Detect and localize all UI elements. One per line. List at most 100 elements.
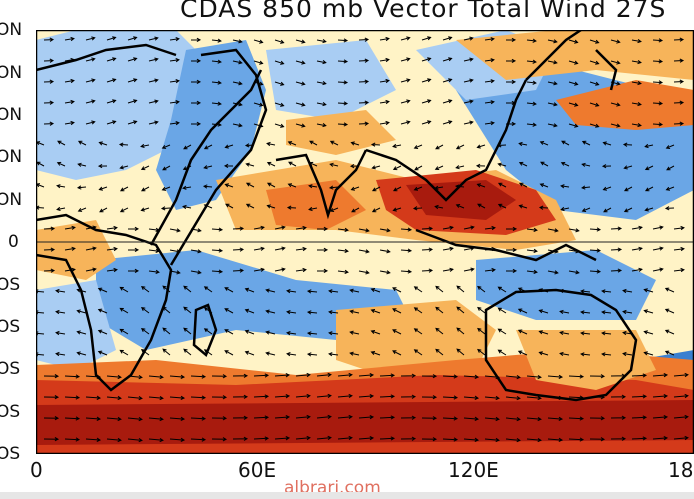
wind-arrow xyxy=(140,143,150,148)
wind-arrow xyxy=(148,57,159,62)
wind-arrow xyxy=(308,161,318,167)
wind-arrow xyxy=(244,308,255,314)
wind-arrow xyxy=(337,101,349,106)
wind-arrow xyxy=(484,395,500,401)
wind-arrow xyxy=(119,207,129,213)
wind-arrow xyxy=(421,416,438,421)
wind-arrow xyxy=(622,330,633,336)
wind-arrow xyxy=(560,206,570,212)
wind-arrow xyxy=(306,310,318,315)
wind-arrow xyxy=(442,120,453,125)
wind-arrow xyxy=(225,203,234,209)
wind-arrow xyxy=(421,120,432,125)
wind-arrow xyxy=(547,395,564,400)
wind-arrow xyxy=(358,100,370,105)
wind-arrow xyxy=(664,206,675,211)
wind-arrow xyxy=(329,162,339,167)
wind-arrow xyxy=(169,37,180,42)
wind-arrow xyxy=(517,308,528,314)
wind-arrow xyxy=(652,415,669,420)
wind-arrow xyxy=(85,57,96,62)
wind-arrow xyxy=(232,247,245,252)
wind-arrow xyxy=(538,309,549,314)
wind-arrow xyxy=(328,185,339,190)
wind-arrow xyxy=(673,372,689,378)
wind-arrow xyxy=(169,121,180,126)
wind-arrow xyxy=(64,99,75,105)
wind-arrow xyxy=(288,161,297,167)
wind-arrow xyxy=(539,141,549,146)
wind-arrow xyxy=(43,374,60,379)
wind-arrow xyxy=(463,120,474,125)
wind-arrow xyxy=(379,436,396,441)
wind-arrow xyxy=(358,37,370,42)
wind-arrow xyxy=(526,80,537,85)
wind-arrow xyxy=(673,435,689,441)
wind-arrow xyxy=(358,79,370,84)
wind-arrow xyxy=(266,141,276,147)
wind-arrow xyxy=(560,184,570,189)
wind-arrow xyxy=(652,246,664,251)
wind-arrow xyxy=(526,101,537,106)
wind-arrow xyxy=(392,165,402,171)
wind-arrow xyxy=(526,248,538,253)
wind-arrow xyxy=(224,308,234,314)
wind-arrow xyxy=(316,268,329,274)
wind-arrow xyxy=(85,267,97,272)
wind-arrow xyxy=(400,436,417,441)
wind-arrow xyxy=(400,269,413,274)
wind-arrow xyxy=(664,329,675,335)
wind-arrow xyxy=(589,60,600,65)
wind-arrow xyxy=(442,267,454,272)
map-title: CDAS 850 mb Vector Total Wind 27S xyxy=(180,0,667,23)
wind-arrow xyxy=(56,184,66,189)
wind-arrow xyxy=(274,394,291,399)
wind-arrow xyxy=(106,120,117,125)
wind-arrow xyxy=(118,142,129,147)
wind-arrow xyxy=(547,437,564,442)
wind-arrow xyxy=(183,144,192,150)
wind-arrow xyxy=(358,249,370,254)
wind-arrow xyxy=(580,310,591,315)
wind-arrow xyxy=(421,437,438,442)
wind-arrow xyxy=(295,123,306,128)
wind-arrow xyxy=(497,182,507,188)
wind-arrow xyxy=(643,309,654,314)
wind-arrow xyxy=(421,247,434,252)
wind-arrow xyxy=(64,36,75,42)
wind-arrow xyxy=(337,248,349,253)
wind-arrow xyxy=(631,267,643,272)
wind-arrow xyxy=(379,36,390,42)
wind-arrow xyxy=(666,165,675,171)
wind-arrow xyxy=(412,206,423,211)
wind-arrow xyxy=(477,285,486,293)
wind-arrow xyxy=(560,162,570,167)
wind-arrow xyxy=(400,394,417,399)
wind-arrow xyxy=(43,268,56,273)
wind-arrow xyxy=(392,308,402,314)
wind-arrow xyxy=(526,416,542,422)
wind-arrow xyxy=(43,247,56,252)
wind-arrow xyxy=(601,164,612,169)
wind-arrow xyxy=(253,81,264,86)
wind-arrow xyxy=(456,306,465,314)
wind-arrow xyxy=(379,228,391,233)
wind-arrow xyxy=(337,59,349,64)
wind-arrow xyxy=(55,288,66,294)
wind-arrow xyxy=(463,395,480,400)
wind-arrow xyxy=(581,207,591,212)
wind-arrow xyxy=(295,393,311,399)
wind-arrow xyxy=(463,78,474,83)
wind-arrow xyxy=(518,204,528,209)
wind-arrow xyxy=(652,38,664,43)
wind-arrow xyxy=(127,120,138,125)
wind-arrow xyxy=(349,330,360,335)
wind-arrow xyxy=(547,374,564,379)
wind-arrow xyxy=(99,207,108,213)
wind-arrow xyxy=(622,351,633,357)
wind-arrow xyxy=(673,393,689,399)
wind-arrow xyxy=(568,123,579,128)
wind-arrow xyxy=(127,36,138,41)
wind-arrow xyxy=(211,101,222,106)
wind-arrow xyxy=(370,288,381,293)
